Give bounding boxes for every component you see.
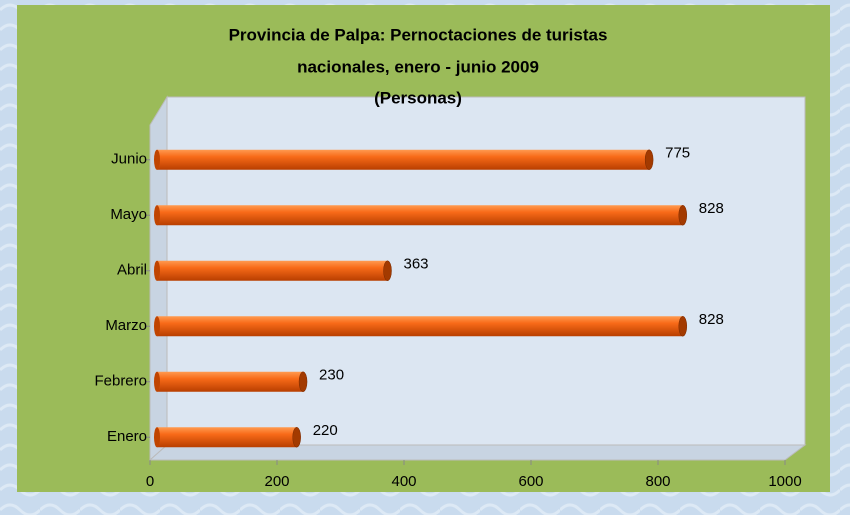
x-tick-label: 800 <box>645 473 670 490</box>
value-label: 828 <box>699 311 724 328</box>
floor <box>148 444 807 461</box>
chart-title: (Personas) <box>374 88 462 107</box>
y-tick-label: Enero <box>107 428 147 445</box>
value-label: 363 <box>404 256 429 273</box>
value-label: 230 <box>319 367 344 384</box>
bar <box>154 316 688 337</box>
bar <box>154 149 654 170</box>
bar <box>154 371 308 392</box>
value-label: 828 <box>699 200 724 217</box>
x-tick-label: 0 <box>146 473 154 490</box>
x-tick-label: 200 <box>264 473 289 490</box>
x-tick-label: 600 <box>518 473 543 490</box>
x-tick-label: 400 <box>391 473 416 490</box>
x-tick-label: 1000 <box>768 473 801 490</box>
y-tick-label: Junio <box>111 151 147 168</box>
y-tick-label: Abril <box>117 262 147 279</box>
value-label: 220 <box>313 422 338 439</box>
y-tick-label: Mayo <box>110 206 147 223</box>
bar <box>154 260 392 281</box>
chart-title: nacionales, enero - junio 2009 <box>297 57 539 76</box>
bar <box>154 427 301 448</box>
y-tick-label: Marzo <box>105 317 147 334</box>
value-label: 775 <box>665 145 690 162</box>
y-tick-label: Febrero <box>94 373 147 390</box>
bar <box>154 205 688 226</box>
chart-title: Provincia de Palpa: Pernoctaciones de tu… <box>229 25 608 44</box>
